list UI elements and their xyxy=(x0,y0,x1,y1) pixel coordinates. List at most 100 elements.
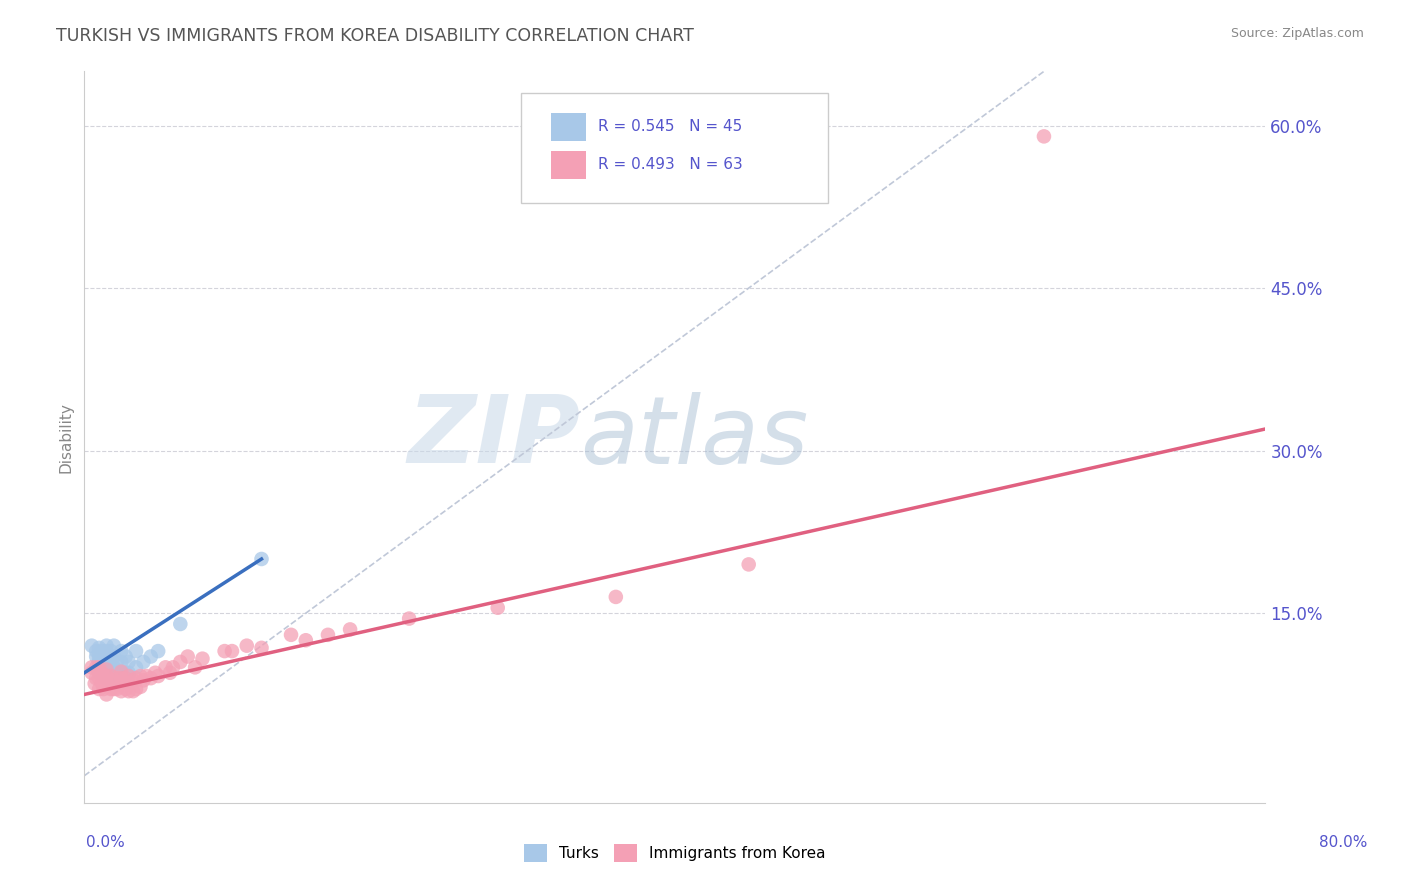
Text: atlas: atlas xyxy=(581,392,808,483)
Point xyxy=(148,669,170,683)
Point xyxy=(132,673,155,688)
Point xyxy=(87,660,111,674)
Point xyxy=(80,665,103,680)
Point xyxy=(87,665,111,680)
Point xyxy=(118,655,141,669)
Point xyxy=(87,655,111,669)
Point xyxy=(96,676,118,690)
Point xyxy=(114,649,136,664)
Point xyxy=(486,600,509,615)
Point xyxy=(1033,129,1056,144)
Point xyxy=(214,644,236,658)
Point xyxy=(80,660,103,674)
FancyBboxPatch shape xyxy=(522,94,828,203)
Point xyxy=(87,648,111,662)
Point xyxy=(98,665,121,680)
Point xyxy=(110,665,132,679)
Point xyxy=(118,676,141,690)
Point xyxy=(105,671,128,685)
Point xyxy=(105,655,128,669)
Point xyxy=(398,611,420,625)
Point xyxy=(84,649,107,664)
Point xyxy=(295,633,318,648)
Point xyxy=(105,681,128,696)
Point xyxy=(91,665,114,680)
Point xyxy=(135,669,157,683)
Point xyxy=(118,684,141,698)
Point xyxy=(105,665,128,680)
Point xyxy=(169,617,191,632)
Point xyxy=(96,639,118,653)
Point xyxy=(103,639,125,653)
Point xyxy=(96,663,118,677)
Point xyxy=(91,644,114,658)
Point xyxy=(125,644,148,658)
Point xyxy=(93,671,115,685)
Legend: Turks, Immigrants from Korea: Turks, Immigrants from Korea xyxy=(517,838,832,868)
Point xyxy=(159,665,181,680)
Point xyxy=(100,660,122,674)
Y-axis label: Disability: Disability xyxy=(58,401,73,473)
Text: TURKISH VS IMMIGRANTS FROM KOREA DISABILITY CORRELATION CHART: TURKISH VS IMMIGRANTS FROM KOREA DISABIL… xyxy=(56,27,695,45)
Text: ZIP: ZIP xyxy=(408,391,581,483)
Point xyxy=(122,673,145,688)
Point xyxy=(96,669,118,683)
Point xyxy=(125,681,148,696)
Point xyxy=(139,649,162,664)
Point xyxy=(84,660,107,674)
Point xyxy=(93,655,115,669)
Point xyxy=(87,665,111,680)
Point xyxy=(148,644,170,658)
Point xyxy=(91,660,114,674)
Point xyxy=(339,623,361,637)
Point xyxy=(100,669,122,683)
Point xyxy=(110,644,132,658)
Point xyxy=(114,671,136,685)
Point xyxy=(122,684,145,698)
Text: R = 0.493   N = 63: R = 0.493 N = 63 xyxy=(598,158,742,172)
Point xyxy=(100,665,122,680)
Point xyxy=(129,680,152,694)
Point xyxy=(103,660,125,674)
Point xyxy=(96,688,118,702)
Text: Source: ZipAtlas.com: Source: ZipAtlas.com xyxy=(1230,27,1364,40)
Point xyxy=(236,639,259,653)
Text: 80.0%: 80.0% xyxy=(1319,836,1367,850)
Point xyxy=(132,655,155,669)
Point xyxy=(280,628,302,642)
Point xyxy=(155,660,177,674)
Point xyxy=(162,660,184,674)
Point xyxy=(110,665,132,680)
Point xyxy=(221,644,243,658)
Point xyxy=(129,669,152,683)
Point xyxy=(87,671,111,685)
Point xyxy=(96,651,118,665)
Point xyxy=(184,660,207,674)
Point xyxy=(91,676,114,690)
Point xyxy=(80,639,103,653)
Point xyxy=(87,681,111,696)
Text: R = 0.545   N = 45: R = 0.545 N = 45 xyxy=(598,120,742,135)
Point xyxy=(110,676,132,690)
Point xyxy=(103,681,125,696)
Point xyxy=(96,644,118,658)
Point xyxy=(100,681,122,696)
Point xyxy=(110,655,132,669)
Point xyxy=(100,644,122,658)
Point xyxy=(118,665,141,680)
Point xyxy=(316,628,339,642)
Point xyxy=(91,665,114,680)
Point xyxy=(103,673,125,688)
Point xyxy=(177,649,200,664)
Point xyxy=(87,660,111,674)
Point xyxy=(93,660,115,674)
Point xyxy=(98,649,121,664)
Point xyxy=(84,671,107,685)
Point xyxy=(114,681,136,696)
Point xyxy=(114,665,136,680)
Point xyxy=(83,676,105,690)
Point xyxy=(110,671,132,685)
Point xyxy=(93,665,115,680)
Point xyxy=(169,655,191,669)
Point xyxy=(125,671,148,685)
